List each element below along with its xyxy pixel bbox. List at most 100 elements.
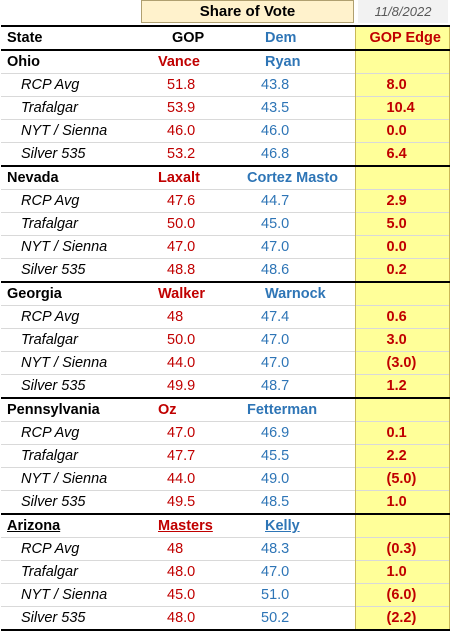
dem-share-cell[interactable]: 47.0 [237,235,355,259]
pollster-cell[interactable]: RCP Avg [1,305,141,329]
gop-share-cell[interactable]: 47.0 [141,235,237,259]
dem-share-cell[interactable]: 46.8 [237,142,355,166]
gop-edge-cell[interactable]: 0.2 [354,258,450,282]
gop-share-cell[interactable]: 50.0 [141,328,237,352]
gop-edge-cell[interactable]: (6.0) [354,583,450,607]
dem-share-cell[interactable]: 45.0 [237,212,355,236]
dem-share-cell[interactable]: 44.7 [237,189,355,213]
gop-share-cell[interactable]: 49.9 [141,374,237,398]
dem-candidate-cell[interactable]: Ryan [237,49,355,74]
gop-share-cell[interactable]: 48.0 [141,606,237,631]
gop-candidate-cell[interactable]: Walker [141,281,237,306]
dem-share-cell[interactable]: 50.2 [237,606,355,631]
gop-edge-cell[interactable]: 2.9 [354,189,450,213]
state-name-cell[interactable]: Pennsylvania [1,397,141,422]
dem-candidate-cell[interactable]: Cortez Masto [237,165,355,190]
pollster-cell[interactable]: Trafalgar [1,560,141,584]
dem-share-cell[interactable]: 47.0 [237,328,355,352]
state-name-cell[interactable]: Nevada [1,165,141,190]
gop-share-cell[interactable]: 44.0 [141,351,237,375]
dem-share-cell[interactable]: 45.5 [237,444,355,468]
gop-edge-cell[interactable] [354,49,450,74]
date-cell[interactable]: 11/8/2022 [358,0,448,23]
dem-share-cell[interactable]: 43.5 [237,96,355,120]
pollster-cell[interactable]: RCP Avg [1,537,141,561]
gop-share-cell[interactable]: 45.0 [141,583,237,607]
pollster-cell[interactable]: Silver 535 [1,374,141,398]
dem-share-cell[interactable]: 49.0 [237,467,355,491]
gop-edge-cell[interactable]: (5.0) [354,467,450,491]
pollster-cell[interactable]: Silver 535 [1,258,141,282]
dem-candidate-cell[interactable]: Fetterman [237,397,355,422]
gop-edge-cell[interactable]: 6.4 [354,142,450,166]
pollster-cell[interactable]: NYT / Sienna [1,583,141,607]
gop-share-cell[interactable]: 48.8 [141,258,237,282]
gop-candidate-cell[interactable]: Masters [141,513,237,538]
gop-candidate-cell[interactable]: Oz [141,397,237,422]
gop-edge-cell[interactable]: 0.0 [354,119,450,143]
state-name-cell[interactable]: Arizona [1,513,141,538]
pollster-cell[interactable]: NYT / Sienna [1,235,141,259]
pollster-cell[interactable]: Trafalgar [1,444,141,468]
gop-share-cell[interactable]: 46.0 [141,119,237,143]
pollster-cell[interactable]: NYT / Sienna [1,351,141,375]
gop-edge-cell[interactable]: 5.0 [354,212,450,236]
gop-share-cell[interactable]: 47.0 [141,421,237,445]
gop-edge-cell[interactable]: 1.0 [354,560,450,584]
pollster-cell[interactable]: RCP Avg [1,421,141,445]
dem-candidate-cell[interactable]: Warnock [237,281,355,306]
dem-candidate-cell[interactable]: Kelly [237,513,355,538]
header-gop-edge[interactable]: GOP Edge [354,25,450,51]
pollster-cell[interactable]: RCP Avg [1,189,141,213]
header-gop[interactable]: GOP [141,25,237,51]
gop-edge-cell[interactable]: 3.0 [354,328,450,352]
pollster-cell[interactable]: Silver 535 [1,606,141,631]
gop-share-cell[interactable]: 48 [141,305,237,329]
header-dem[interactable]: Dem [237,25,355,51]
pollster-cell[interactable]: Trafalgar [1,212,141,236]
gop-share-cell[interactable]: 53.9 [141,96,237,120]
dem-share-cell[interactable]: 47.0 [237,351,355,375]
dem-share-cell[interactable]: 48.7 [237,374,355,398]
gop-edge-cell[interactable]: 1.0 [354,490,450,514]
gop-edge-cell[interactable] [354,165,450,190]
pollster-cell[interactable]: NYT / Sienna [1,467,141,491]
gop-share-cell[interactable]: 44.0 [141,467,237,491]
gop-edge-cell[interactable]: (0.3) [354,537,450,561]
gop-edge-cell[interactable] [354,281,450,306]
pollster-cell[interactable]: Silver 535 [1,142,141,166]
state-name-cell[interactable]: Georgia [1,281,141,306]
gop-share-cell[interactable]: 47.7 [141,444,237,468]
dem-share-cell[interactable]: 47.0 [237,560,355,584]
gop-edge-cell[interactable]: 0.1 [354,421,450,445]
gop-edge-cell[interactable]: (2.2) [354,606,450,631]
gop-edge-cell[interactable]: 8.0 [354,73,450,97]
dem-share-cell[interactable]: 48.3 [237,537,355,561]
gop-candidate-cell[interactable]: Vance [141,49,237,74]
pollster-cell[interactable]: NYT / Sienna [1,119,141,143]
pollster-cell[interactable]: Trafalgar [1,328,141,352]
gop-share-cell[interactable]: 49.5 [141,490,237,514]
gop-edge-cell[interactable]: 2.2 [354,444,450,468]
dem-share-cell[interactable]: 46.9 [237,421,355,445]
state-name-cell[interactable]: Ohio [1,49,141,74]
gop-share-cell[interactable]: 51.8 [141,73,237,97]
gop-candidate-cell[interactable]: Laxalt [141,165,237,190]
gop-edge-cell[interactable]: 10.4 [354,96,450,120]
gop-edge-cell[interactable] [354,397,450,422]
gop-edge-cell[interactable]: (3.0) [354,351,450,375]
dem-share-cell[interactable]: 46.0 [237,119,355,143]
gop-edge-cell[interactable]: 1.2 [354,374,450,398]
pollster-cell[interactable]: Trafalgar [1,96,141,120]
gop-edge-cell[interactable]: 0.0 [354,235,450,259]
gop-share-cell[interactable]: 47.6 [141,189,237,213]
pollster-cell[interactable]: RCP Avg [1,73,141,97]
share-of-vote-title[interactable]: Share of Vote [141,0,354,23]
pollster-cell[interactable]: Silver 535 [1,490,141,514]
gop-share-cell[interactable]: 50.0 [141,212,237,236]
header-state[interactable]: State [1,25,141,51]
dem-share-cell[interactable]: 48.5 [237,490,355,514]
gop-share-cell[interactable]: 53.2 [141,142,237,166]
dem-share-cell[interactable]: 47.4 [237,305,355,329]
dem-share-cell[interactable]: 51.0 [237,583,355,607]
